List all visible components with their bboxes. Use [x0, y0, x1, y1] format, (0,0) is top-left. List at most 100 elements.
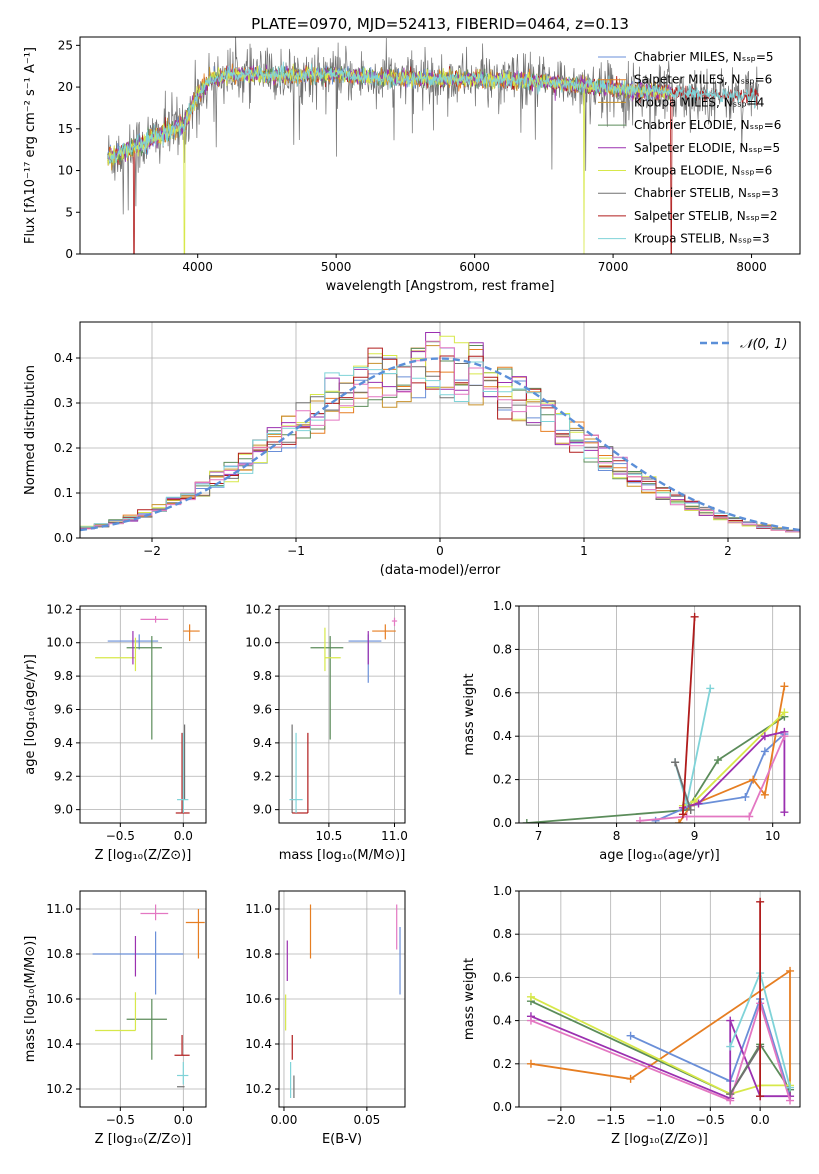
chart-weight-vs-age: 7 8 9 10 0.0 0.2 0.4 0.6 0.8 1.0 age [log₁₀(age/yr… — [462, 599, 801, 863]
y-axis-label: age [log₁₀(age/yr)] — [23, 654, 38, 775]
plot-area — [522, 612, 789, 823]
legend-label: Salpeter ELODIE, Nₛₛₚ=5 — [634, 141, 780, 155]
legend-label: Chabrier STELIB, Nₛₛₚ=3 — [634, 186, 779, 200]
x-tick-label: 9 — [691, 829, 699, 843]
histogram-step — [80, 361, 800, 532]
y-tick-label: 0.0 — [493, 1100, 512, 1114]
y-tick-label: 0.4 — [54, 351, 73, 365]
y-tick-label: 10.4 — [46, 1037, 73, 1051]
y-tick-label: 0.8 — [493, 927, 512, 941]
errorbar-point — [183, 624, 200, 642]
x-tick-label: 2 — [724, 544, 732, 558]
errorbar-point — [289, 732, 303, 813]
plus-marker — [626, 1031, 635, 1040]
y-axis-label: mass [log₁₀(M/M⊙)] — [23, 936, 38, 1063]
plus-marker — [706, 684, 715, 693]
spectrum-line — [107, 61, 759, 166]
chart-age-vs-Z: −0.5 0.0 9.0 9.2 9.4 9.6 9.8 10.0 10.2 Z [log₁₀(Z… — [23, 602, 207, 863]
series-line — [674, 761, 692, 811]
x-tick-label: 1 — [580, 544, 588, 558]
y-tick-label: 11.0 — [46, 902, 73, 916]
y-tick-label: 20 — [58, 80, 73, 94]
errorbar-point — [140, 904, 169, 921]
plus-marker — [694, 799, 703, 808]
axes-frame — [79, 36, 801, 255]
weight-series — [526, 1012, 795, 1103]
histogram-step — [80, 340, 800, 533]
x-tick-label: −0.5 — [106, 829, 135, 843]
y-tick-label: 0.2 — [493, 773, 512, 787]
plus-marker — [756, 897, 765, 906]
x-axis-label: E(B-V) — [322, 1132, 362, 1147]
plus-marker — [726, 1090, 735, 1099]
y-tick-label: 9.6 — [54, 702, 73, 716]
y-tick-label: 0.0 — [493, 816, 512, 830]
y-tick-label: 9.2 — [253, 769, 272, 783]
plus-marker — [749, 775, 758, 784]
y-tick-label: 9.8 — [253, 669, 272, 683]
series-line — [530, 1000, 791, 1102]
series-line — [526, 715, 785, 823]
x-tick-label: 10.5 — [316, 829, 343, 843]
grid-lines — [80, 606, 206, 823]
y-tick-label: 25 — [58, 38, 73, 52]
x-tick-label: 8000 — [736, 260, 767, 274]
plus-marker — [671, 758, 680, 767]
plot-area — [289, 617, 398, 814]
legend: Chabrier MILES, Nₛₛₚ=5 Salpeter MILES, Nₛ… — [598, 50, 781, 246]
plus-marker — [780, 808, 789, 817]
x-tick-label: 5000 — [321, 260, 352, 274]
weight-series — [678, 727, 789, 817]
errorbar-point — [185, 909, 205, 959]
legend-label: Kroupa STELIB, Nₛₛₚ=3 — [634, 232, 770, 246]
errorbar-point — [324, 627, 341, 672]
plus-marker — [780, 732, 789, 741]
y-tick-label: 10.2 — [245, 602, 272, 616]
plus-marker — [726, 1042, 735, 1051]
x-tick-label: −2 — [143, 544, 161, 558]
weight-series — [635, 732, 789, 823]
plus-marker — [686, 805, 695, 814]
plus-marker — [741, 792, 750, 801]
gaussian-curve — [80, 357, 800, 532]
x-axis-label: (data-model)/error — [380, 563, 501, 578]
y-tick-label: 10.0 — [245, 636, 272, 650]
weight-series — [526, 999, 795, 1105]
plus-marker — [678, 810, 687, 819]
series-line — [682, 616, 696, 815]
y-tick-label: 9.2 — [54, 769, 73, 783]
errorbar-point — [95, 992, 137, 1032]
axes-frame — [79, 321, 801, 539]
series-line — [729, 1046, 761, 1095]
errorbar-point — [174, 1035, 190, 1056]
plus-marker — [760, 747, 769, 756]
plus-marker — [760, 790, 769, 799]
y-tick-label: 0.6 — [493, 970, 512, 984]
x-tick-label: 7000 — [598, 260, 629, 274]
axes-frame — [278, 890, 406, 1108]
errorbar-point — [292, 732, 309, 814]
x-tick-label: 11.0 — [381, 829, 408, 843]
plus-marker — [526, 1059, 535, 1068]
series-line — [655, 733, 785, 822]
plus-marker — [726, 1016, 735, 1025]
x-tick-label: 6000 — [459, 260, 490, 274]
chart-mass-vs-ebv: 0.00 0.05 10.2 10.4 10.6 10.8 11.0 E(B-V) — [245, 890, 406, 1147]
y-tick-label: 0.6 — [493, 686, 512, 700]
plus-marker — [756, 1092, 765, 1101]
axes-frame — [518, 605, 801, 824]
plus-marker — [760, 732, 769, 741]
plot-area — [92, 904, 205, 1088]
grid-lines — [279, 891, 405, 1107]
legend-label: 𝒩(0, 1) — [740, 337, 787, 352]
x-tick-label: 0.0 — [174, 1113, 193, 1127]
y-tick-label: 9.4 — [54, 736, 73, 750]
y-tick-label: 0.0 — [54, 531, 73, 545]
y-tick-label: 0.2 — [493, 1057, 512, 1071]
errorbar-point — [126, 999, 167, 1060]
weight-series — [756, 897, 765, 1101]
y-tick-label: 1.0 — [493, 884, 512, 898]
legend-label: Chabrier ELODIE, Nₛₛₚ=6 — [634, 118, 781, 132]
x-axis-label: Z [log₁₀(Z/Z⊙)] — [95, 1132, 192, 1147]
